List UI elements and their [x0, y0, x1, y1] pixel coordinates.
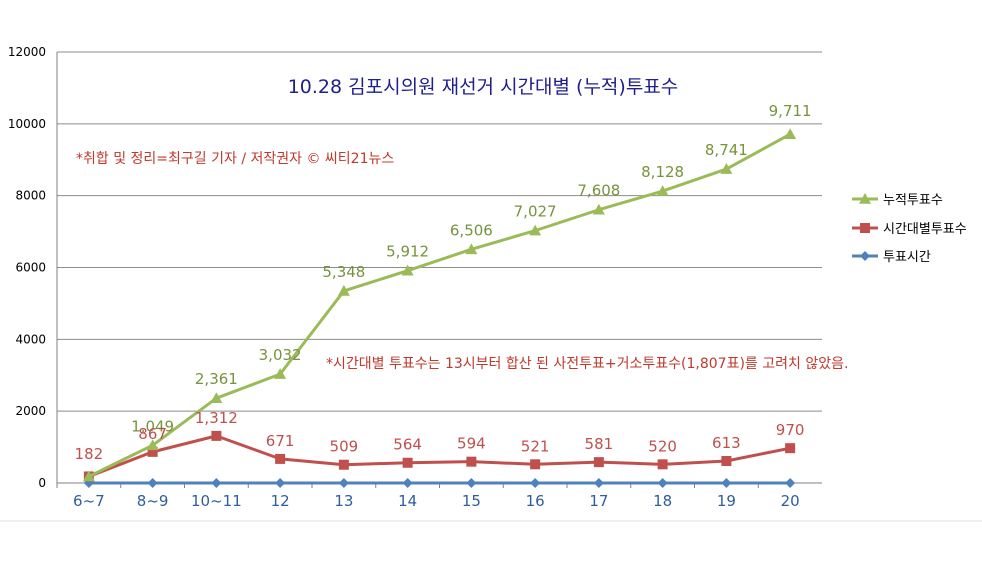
data-label-hourly: 1,312	[195, 409, 238, 427]
data-point-cumulative	[656, 185, 669, 196]
data-point-cumulative	[592, 203, 605, 215]
x-tick-label: 13	[334, 492, 353, 510]
x-tick-label: 12	[271, 492, 290, 510]
legend-label-hourly: 시간대별투표수	[883, 222, 967, 237]
data-label-cumulative: 8,741	[705, 141, 748, 159]
legend-marker-hourly	[860, 223, 870, 233]
data-label-hourly: 867	[138, 425, 167, 443]
data-point-hourly	[530, 459, 541, 470]
data-point-time	[721, 478, 732, 488]
data-labels: 1,049 2,361 3,032 5,348 5,912 6,506 7,027 7,608…	[75, 102, 812, 463]
data-label-hourly: 182	[75, 445, 104, 463]
data-point-cumulative	[274, 368, 287, 379]
data-point-cumulative	[82, 470, 95, 482]
data-point-hourly	[657, 459, 668, 470]
gridlines	[57, 51, 822, 412]
y-tick-label: 8000	[15, 189, 46, 203]
data-point-cumulative	[784, 128, 797, 140]
y-tick-label: 2000	[15, 404, 46, 418]
data-point-hourly	[593, 457, 604, 468]
y-tick-label: 10000	[8, 117, 46, 131]
data-point-hourly	[275, 453, 286, 464]
data-label-cumulative: 9,711	[769, 102, 812, 120]
data-point-hourly	[147, 446, 158, 457]
data-label-hourly: 970	[776, 421, 805, 439]
data-point-hourly	[466, 456, 477, 467]
data-point-cumulative	[146, 439, 159, 451]
data-label-hourly: 613	[712, 434, 741, 452]
x-axis-ticks: 6~7 8~9 10~11 12 13 14 15 16 17 18 19 20	[56, 483, 800, 510]
data-point-time	[530, 478, 541, 488]
data-label-cumulative: 3,032	[259, 346, 302, 364]
x-tick-label: 20	[781, 492, 800, 510]
data-point-time	[593, 478, 604, 488]
data-point-hourly	[211, 430, 222, 441]
x-tick-label: 6~7	[73, 492, 105, 510]
x-tick-label: 10~11	[191, 492, 242, 510]
y-tick-label: 6000	[15, 261, 46, 275]
legend-marker-time	[860, 251, 870, 261]
data-label-cumulative: 1,049	[131, 417, 174, 435]
data-label-hourly: 594	[457, 435, 486, 453]
data-label-cumulative: 7,027	[514, 203, 557, 221]
data-point-time	[657, 478, 668, 488]
chart-title: 10.28 김포시의원 재선거 시간대별 (누적)투표수	[288, 76, 679, 98]
x-tick-label: 15	[462, 492, 481, 510]
data-label-cumulative: 8,128	[641, 163, 684, 181]
data-point-time	[147, 478, 158, 488]
data-point-time	[466, 478, 477, 488]
data-label-hourly: 671	[266, 432, 295, 450]
legend-label-time: 투표시간	[883, 250, 931, 265]
x-tick-label: 8~9	[137, 492, 169, 510]
x-tick-label: 17	[589, 492, 608, 510]
data-label-cumulative: 5,912	[386, 243, 429, 261]
data-point-cumulative	[529, 224, 542, 236]
data-point-hourly	[721, 455, 732, 466]
data-point-time	[338, 478, 349, 488]
data-point-time	[275, 478, 286, 488]
data-label-hourly: 509	[330, 438, 359, 456]
data-label-hourly: 520	[648, 437, 677, 455]
data-label-cumulative: 5,348	[322, 263, 365, 281]
series-layer	[82, 128, 797, 488]
data-label-cumulative: 6,506	[450, 221, 493, 239]
x-tick-label: 19	[717, 492, 736, 510]
series-line-cumulative	[88, 132, 791, 478]
data-point-cumulative	[337, 284, 350, 296]
data-point-time	[785, 478, 796, 488]
data-point-hourly	[785, 443, 796, 454]
x-tick-label: 18	[653, 492, 672, 510]
source-note: *취합 및 정리=최구길 기자 / 저작권자 © 씨티21뉴스	[76, 151, 394, 167]
y-tick-label: 0	[38, 476, 46, 490]
data-label-hourly: 521	[521, 437, 550, 455]
footnote: *시간대별 투표수는 13시부터 합산 된 사전투표+거소투표수(1,807표)…	[326, 356, 848, 372]
x-tick-label: 14	[398, 492, 417, 510]
x-tick-label: 16	[526, 492, 545, 510]
data-point-hourly	[338, 459, 349, 470]
data-point-cumulative	[401, 264, 414, 276]
data-label-cumulative: 2,361	[195, 370, 238, 388]
data-point-cumulative	[210, 392, 223, 404]
y-tick-label: 12000	[8, 45, 46, 59]
legend-label-cumulative: 누적투표수	[883, 193, 943, 208]
data-point-cumulative	[465, 243, 478, 255]
legend-marker-cumulative	[859, 193, 871, 204]
data-point-hourly	[402, 457, 413, 468]
data-point-time	[402, 478, 413, 488]
y-axis-ticks: 0 2000 4000 6000 8000 10000 12000	[8, 45, 46, 490]
data-point-cumulative	[720, 163, 733, 174]
data-label-cumulative: 7,608	[577, 182, 620, 200]
series-line-hourly	[88, 434, 791, 478]
data-label-hourly: 564	[393, 436, 422, 454]
data-point-time	[211, 478, 222, 488]
data-label-hourly: 581	[585, 435, 614, 453]
y-tick-label: 4000	[15, 332, 46, 346]
